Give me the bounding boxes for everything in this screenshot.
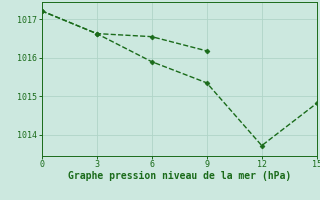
X-axis label: Graphe pression niveau de la mer (hPa): Graphe pression niveau de la mer (hPa) [68, 171, 291, 181]
